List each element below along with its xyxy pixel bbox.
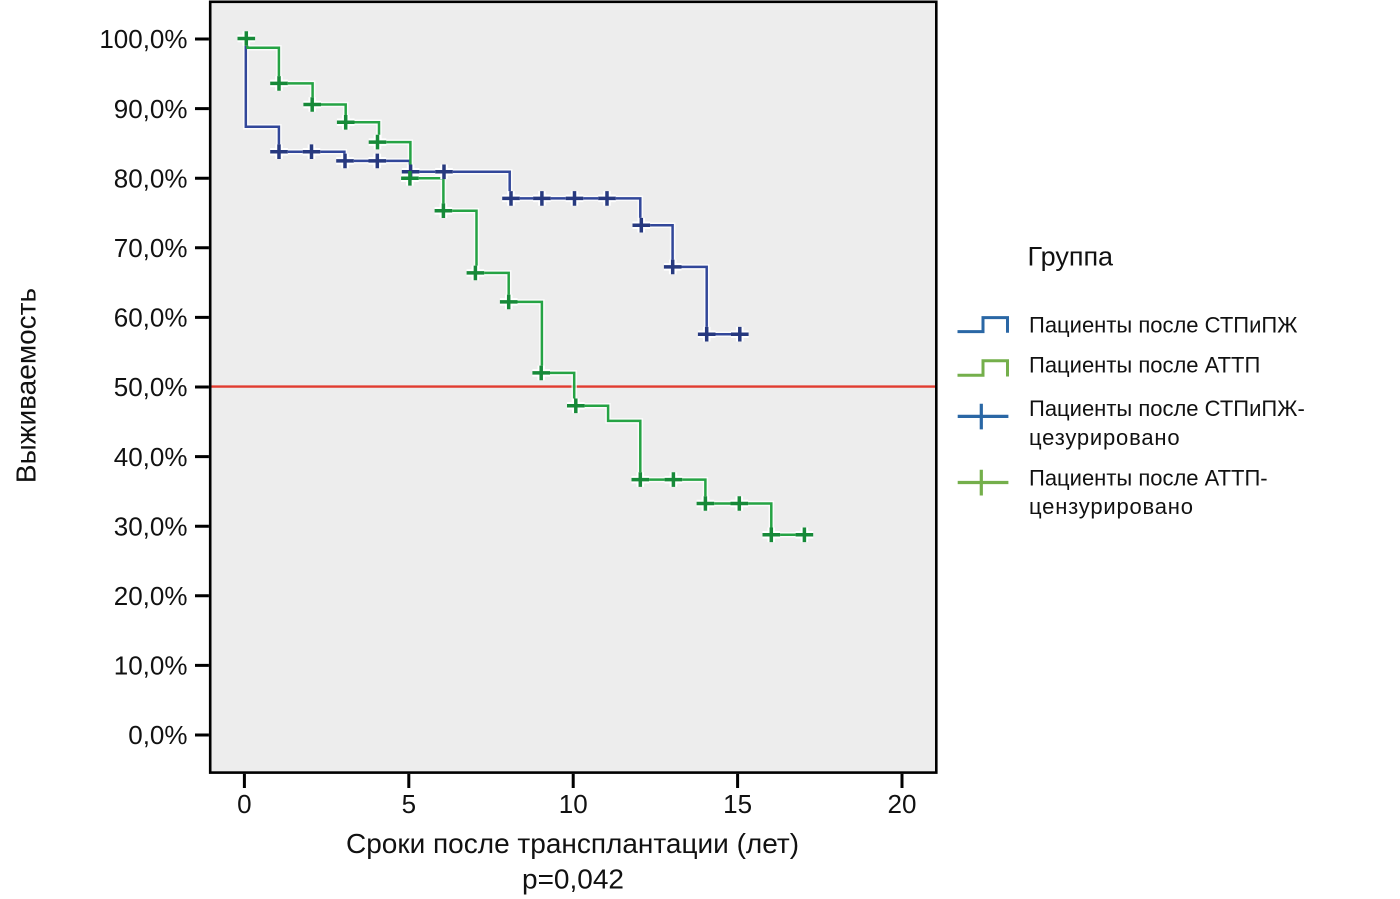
svg-text:60,0%: 60,0%	[114, 303, 188, 333]
svg-text:Пациенты после АТТП: Пациенты после АТТП	[1029, 352, 1260, 377]
svg-text:100,0%: 100,0%	[99, 24, 187, 54]
svg-text:10: 10	[559, 789, 588, 819]
svg-text:90,0%: 90,0%	[114, 94, 188, 124]
svg-text:p=0,042: p=0,042	[522, 864, 624, 895]
svg-text:Пациенты после СТПиПЖ-: Пациенты после СТПиПЖ-	[1029, 396, 1305, 421]
svg-text:Группа: Группа	[1028, 242, 1115, 272]
svg-text:5: 5	[402, 789, 416, 819]
svg-text:15: 15	[723, 789, 752, 819]
svg-text:10,0%: 10,0%	[114, 651, 188, 681]
svg-text:0: 0	[237, 789, 251, 819]
svg-text:20,0%: 20,0%	[114, 581, 188, 611]
svg-text:Пациенты после СТПиПЖ: Пациенты после СТПиПЖ	[1029, 313, 1298, 338]
svg-text:Пациенты после АТТП-: Пациенты после АТТП-	[1029, 466, 1268, 491]
svg-text:0,0%: 0,0%	[128, 720, 187, 750]
svg-text:70,0%: 70,0%	[114, 233, 188, 263]
svg-text:Сроки после трансплантации (ле: Сроки после трансплантации (лет)	[346, 828, 799, 859]
svg-text:30,0%: 30,0%	[114, 511, 188, 541]
svg-text:80,0%: 80,0%	[114, 163, 188, 193]
svg-text:20: 20	[888, 789, 917, 819]
svg-text:цезурировано: цезурировано	[1029, 425, 1180, 450]
svg-text:40,0%: 40,0%	[114, 442, 188, 472]
svg-text:цензурировано: цензурировано	[1029, 494, 1194, 519]
svg-text:Выживаемость: Выживаемость	[11, 288, 42, 483]
svg-text:50,0%: 50,0%	[114, 372, 188, 402]
